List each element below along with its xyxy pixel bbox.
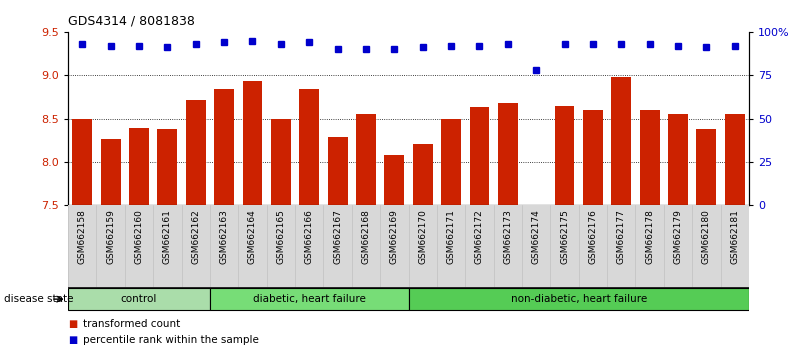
Text: GSM662173: GSM662173 <box>503 209 513 264</box>
Bar <box>129 128 149 205</box>
Text: GSM662178: GSM662178 <box>645 209 654 264</box>
Bar <box>214 89 234 205</box>
Bar <box>186 99 206 205</box>
Text: ■: ■ <box>68 319 78 329</box>
Bar <box>554 105 574 205</box>
Bar <box>68 288 210 310</box>
Text: GSM662177: GSM662177 <box>617 209 626 264</box>
Text: GSM662171: GSM662171 <box>447 209 456 264</box>
Bar <box>725 114 745 205</box>
Text: transformed count: transformed count <box>83 319 179 329</box>
Text: GSM662170: GSM662170 <box>418 209 427 264</box>
Text: GSM662179: GSM662179 <box>674 209 682 264</box>
Text: GSM662161: GSM662161 <box>163 209 172 264</box>
Text: GSM662181: GSM662181 <box>731 209 739 264</box>
Text: GSM662162: GSM662162 <box>191 209 200 264</box>
Bar <box>210 288 409 310</box>
Text: disease state: disease state <box>4 294 74 304</box>
Text: GSM662165: GSM662165 <box>276 209 285 264</box>
Bar <box>300 89 319 205</box>
Bar <box>469 107 489 205</box>
Text: GSM662172: GSM662172 <box>475 209 484 264</box>
Bar <box>611 77 631 205</box>
Bar <box>409 288 749 310</box>
Text: GSM662180: GSM662180 <box>702 209 710 264</box>
Bar <box>441 119 461 205</box>
Text: diabetic, heart failure: diabetic, heart failure <box>253 294 366 304</box>
Text: GSM662164: GSM662164 <box>248 209 257 264</box>
Text: GDS4314 / 8081838: GDS4314 / 8081838 <box>68 14 195 27</box>
Bar <box>158 129 177 205</box>
Text: non-diabetic, heart failure: non-diabetic, heart failure <box>510 294 647 304</box>
Bar <box>243 81 263 205</box>
Bar <box>696 129 716 205</box>
Text: GSM662174: GSM662174 <box>532 209 541 264</box>
Bar <box>356 114 376 205</box>
Bar <box>72 119 92 205</box>
Text: ■: ■ <box>68 335 78 345</box>
Text: GSM662158: GSM662158 <box>78 209 87 264</box>
Text: GSM662166: GSM662166 <box>304 209 314 264</box>
Text: GSM662169: GSM662169 <box>390 209 399 264</box>
Bar <box>668 114 688 205</box>
Text: percentile rank within the sample: percentile rank within the sample <box>83 335 259 345</box>
Text: control: control <box>121 294 157 304</box>
Text: GSM662168: GSM662168 <box>361 209 370 264</box>
Bar <box>413 144 433 205</box>
Bar <box>583 110 603 205</box>
Text: GSM662167: GSM662167 <box>333 209 342 264</box>
Bar <box>328 137 348 205</box>
Text: GSM662175: GSM662175 <box>560 209 569 264</box>
Text: GSM662159: GSM662159 <box>107 209 115 264</box>
Bar <box>101 138 121 205</box>
Text: GSM662163: GSM662163 <box>219 209 228 264</box>
Bar <box>271 119 291 205</box>
Bar <box>640 110 659 205</box>
Bar <box>384 155 405 205</box>
Text: GSM662176: GSM662176 <box>589 209 598 264</box>
Text: GSM662160: GSM662160 <box>135 209 143 264</box>
Bar <box>498 103 517 205</box>
